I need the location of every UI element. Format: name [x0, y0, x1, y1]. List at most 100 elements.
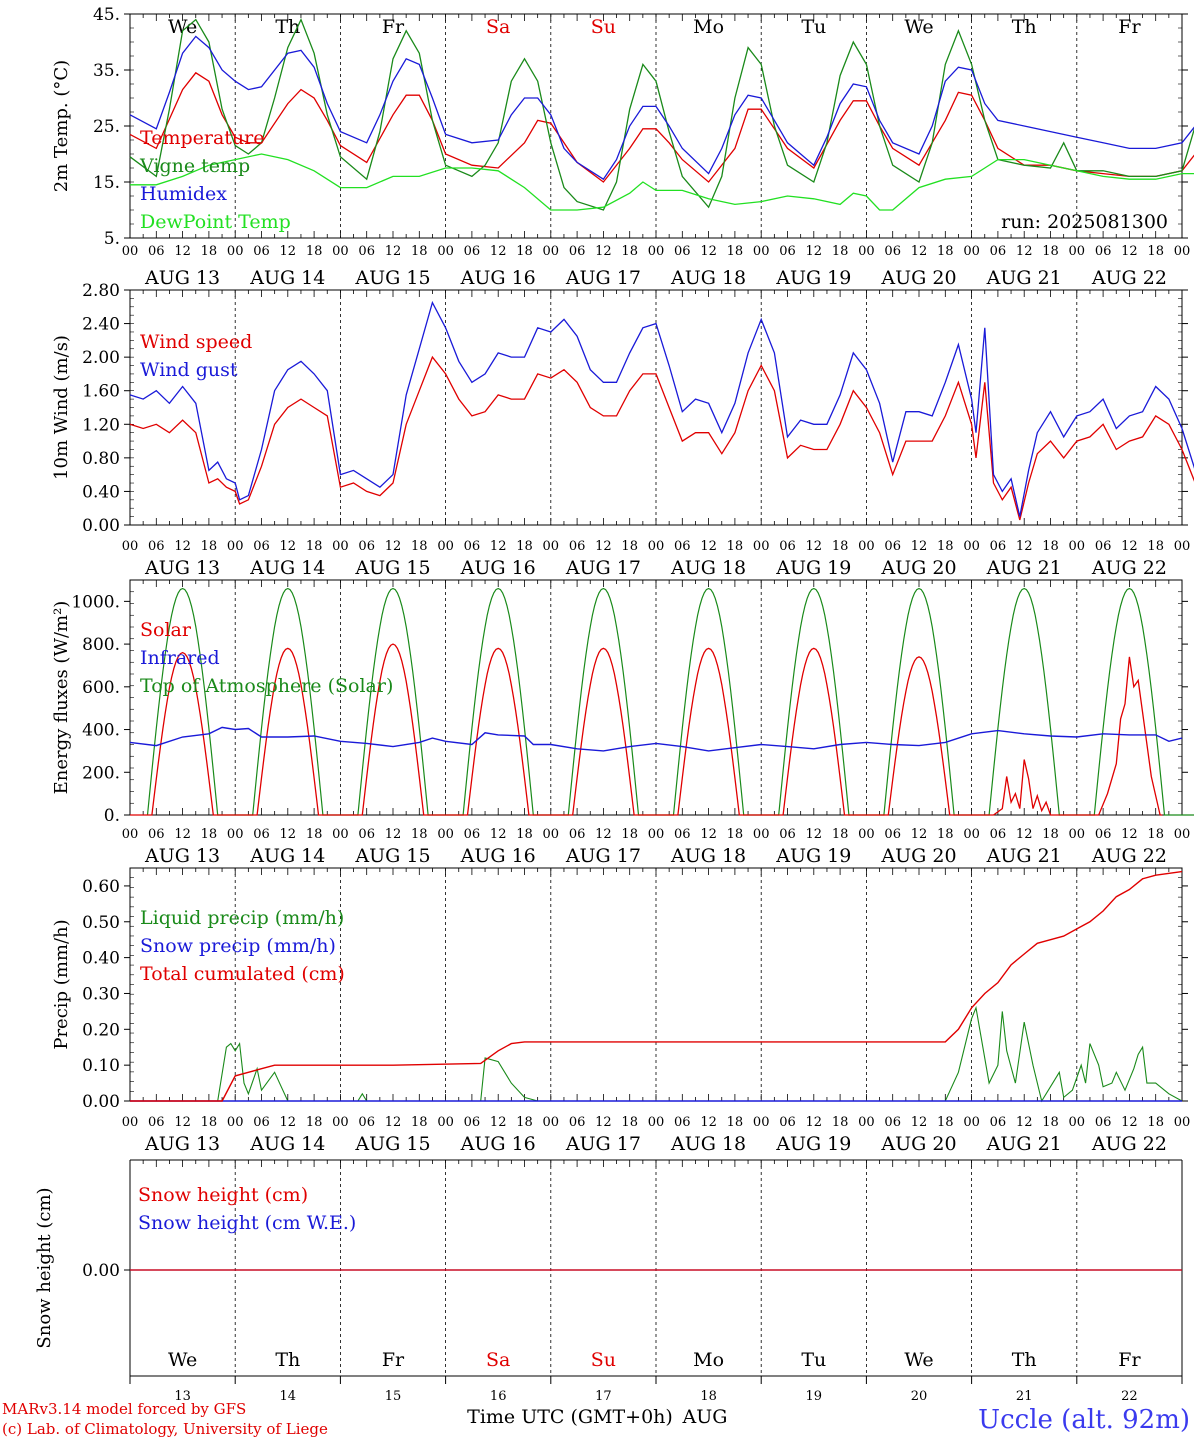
- hour-tick-label: 18: [727, 244, 744, 259]
- hour-tick-label: 00: [1174, 827, 1191, 842]
- hour-tick-label: 12: [174, 827, 191, 842]
- y-tick-label: 0.60: [82, 877, 120, 897]
- hour-tick-label: 18: [937, 244, 954, 259]
- hour-tick-label: 00: [858, 539, 875, 554]
- hour-tick-label: 12: [595, 1115, 612, 1130]
- hour-tick-label: 06: [253, 244, 270, 259]
- day-name-bottom: Fr: [382, 1349, 405, 1371]
- hour-tick-label: 00: [963, 539, 980, 554]
- hour-tick-label: 00: [753, 1115, 770, 1130]
- hour-tick-label: 12: [911, 1115, 928, 1130]
- date-label: AUG 18: [670, 557, 746, 579]
- legend-entry: Wind gust: [140, 359, 238, 381]
- hour-tick-label: 12: [490, 539, 507, 554]
- date-label: AUG 20: [880, 557, 956, 579]
- hour-tick-label: 18: [621, 539, 638, 554]
- legend-entry: Infrared: [140, 647, 220, 669]
- hour-tick-label: 12: [595, 244, 612, 259]
- day-name-bottom: Su: [591, 1349, 616, 1371]
- y-tick-label: 1.20: [82, 415, 120, 435]
- hour-tick-label: 06: [779, 244, 796, 259]
- hour-tick-label: 18: [306, 827, 323, 842]
- y-tick-label: 0.50: [82, 913, 120, 933]
- hour-tick-label: 06: [464, 1115, 481, 1130]
- hour-tick-label: 18: [727, 539, 744, 554]
- hour-tick-label: 00: [437, 244, 454, 259]
- hour-tick-label: 12: [700, 827, 717, 842]
- legend-entry: Temperature: [140, 127, 264, 149]
- hour-tick-label: 18: [1042, 539, 1059, 554]
- hour-tick-label: 06: [1095, 244, 1112, 259]
- date-label: AUG 15: [354, 845, 430, 867]
- date-label: AUG 13: [144, 845, 220, 867]
- date-label: AUG 16: [460, 1133, 536, 1155]
- hour-tick-label: 06: [884, 827, 901, 842]
- hour-tick-label: 18: [516, 827, 533, 842]
- hour-tick-label: 06: [569, 1115, 586, 1130]
- day-name-bottom: Th: [1012, 1349, 1037, 1371]
- hour-tick-label: 18: [306, 244, 323, 259]
- hour-tick-label: 12: [1121, 1115, 1138, 1130]
- date-label: AUG 21: [986, 845, 1062, 867]
- date-label: AUG 15: [354, 1133, 430, 1155]
- hour-tick-label: 06: [674, 244, 691, 259]
- hour-tick-label: 06: [779, 539, 796, 554]
- y-axis-label: Snow height (cm): [34, 1187, 55, 1348]
- hour-tick-label: 18: [832, 539, 849, 554]
- hour-tick-label: 00: [1069, 244, 1086, 259]
- date-label: AUG 21: [986, 1133, 1062, 1155]
- legend-entry: Humidex: [140, 183, 227, 205]
- day-number: 21: [1016, 1389, 1033, 1404]
- hour-tick-label: 06: [884, 1115, 901, 1130]
- hour-tick-label: 12: [1016, 539, 1033, 554]
- hour-tick-label: 00: [122, 244, 139, 259]
- hour-tick-label: 00: [1069, 1115, 1086, 1130]
- hour-tick-label: 18: [1147, 1115, 1164, 1130]
- hour-tick-label: 00: [437, 827, 454, 842]
- hour-tick-label: 12: [700, 539, 717, 554]
- hour-tick-label: 06: [674, 827, 691, 842]
- day-number: 13: [174, 1389, 191, 1404]
- hour-tick-label: 18: [1042, 827, 1059, 842]
- hour-tick-label: 00: [332, 827, 349, 842]
- y-tick-label: 2.80: [82, 281, 120, 301]
- hour-tick-label: 00: [227, 539, 244, 554]
- hour-tick-label: 06: [1095, 827, 1112, 842]
- hour-tick-label: 00: [543, 539, 560, 554]
- date-label: AUG 18: [670, 267, 746, 289]
- hour-tick-label: 12: [1121, 244, 1138, 259]
- hour-tick-label: 12: [174, 244, 191, 259]
- hour-tick-label: 12: [911, 827, 928, 842]
- y-tick-label: 600.: [82, 678, 120, 698]
- month-label: AUG: [682, 1406, 728, 1428]
- hour-tick-label: 06: [569, 244, 586, 259]
- date-label: AUG 16: [460, 845, 536, 867]
- day-name: Mo: [693, 16, 724, 38]
- y-tick-label: 5.: [104, 229, 120, 249]
- hour-tick-label: 12: [385, 539, 402, 554]
- y-tick-label: 0.00: [82, 516, 120, 536]
- y-tick-label: 0.40: [82, 949, 120, 969]
- y-tick-label: 2.00: [82, 348, 120, 368]
- day-name-bottom: We: [904, 1349, 933, 1371]
- day-name-bottom: Fr: [1118, 1349, 1141, 1371]
- hour-tick-label: 06: [253, 1115, 270, 1130]
- hour-tick-label: 12: [280, 827, 297, 842]
- date-label: AUG 17: [565, 267, 641, 289]
- day-number: 17: [595, 1389, 612, 1404]
- hour-tick-label: 12: [1016, 827, 1033, 842]
- date-label: AUG 16: [460, 267, 536, 289]
- date-label: AUG 22: [1091, 1133, 1167, 1155]
- hour-tick-label: 12: [280, 1115, 297, 1130]
- series-line-liquid-precip: [130, 1005, 1183, 1103]
- hour-tick-label: 12: [490, 1115, 507, 1130]
- hour-tick-label: 00: [858, 827, 875, 842]
- hour-tick-label: 12: [911, 244, 928, 259]
- date-label: AUG 22: [1091, 845, 1167, 867]
- y-tick-label: 0.00: [82, 1092, 120, 1112]
- hour-tick-label: 06: [358, 539, 375, 554]
- day-number: 15: [385, 1389, 402, 1404]
- hour-tick-label: 00: [437, 539, 454, 554]
- hour-tick-label: 18: [306, 539, 323, 554]
